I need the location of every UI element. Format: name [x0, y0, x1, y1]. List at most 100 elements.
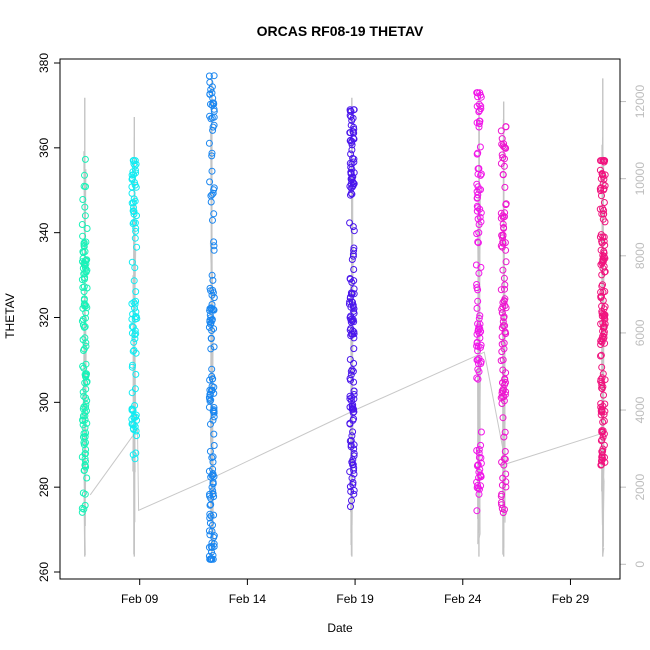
- data-point-rf10: [207, 334, 215, 342]
- x-tick-label: Feb 24: [444, 592, 482, 606]
- data-point-rf13: [497, 242, 505, 250]
- data-point-rf10: [210, 210, 218, 218]
- data-point-rf11: [348, 146, 356, 154]
- data-point-rf11: [347, 397, 355, 405]
- y-tick-label: 300: [37, 392, 51, 412]
- x-axis-label: Date: [327, 621, 353, 635]
- data-point-rf11: [346, 298, 354, 306]
- data-point-rf09: [131, 264, 139, 272]
- data-point-rf11: [349, 461, 357, 469]
- data-point-rf10: [209, 551, 217, 559]
- data-point-rf10: [206, 519, 214, 527]
- y-tick-label: 340: [37, 222, 51, 242]
- data-point-rf09: [132, 370, 140, 378]
- data-point-rf14: [598, 170, 606, 178]
- data-point-rf12: [473, 447, 481, 454]
- data-point-rf11: [350, 450, 358, 457]
- data-point-rf08: [82, 450, 89, 458]
- data-point-rf08: [79, 321, 87, 329]
- data-point-rf14: [599, 327, 607, 335]
- data-point-rf09: [129, 405, 137, 413]
- data-point-rf10: [208, 548, 215, 556]
- data-point-rf12: [473, 304, 481, 312]
- data-point-rf10: [208, 365, 216, 373]
- data-point-rf08: [81, 462, 89, 469]
- data-point-rf14: [599, 433, 607, 441]
- data-point-rf14: [599, 180, 607, 188]
- data-point-rf10: [207, 314, 215, 322]
- data-point-rf09: [130, 277, 138, 285]
- data-point-rf14: [597, 261, 605, 269]
- x-tick-label: Feb 09: [121, 592, 159, 606]
- data-point-rf13: [499, 509, 507, 517]
- data-point-rf10: [208, 375, 216, 383]
- data-point-rf12: [473, 194, 481, 202]
- data-point-rf13: [502, 201, 510, 209]
- data-point-rf11: [350, 129, 358, 137]
- data-point-rf09: [128, 329, 136, 337]
- data-point-rf08: [80, 345, 88, 353]
- data-point-rf14: [598, 384, 606, 392]
- data-point-rf09: [132, 183, 140, 191]
- data-point-rf14: [600, 334, 608, 341]
- data-point-rf13: [500, 397, 508, 405]
- data-point-rf12: [477, 209, 485, 217]
- data-point-rf09: [131, 162, 139, 170]
- data-point-rf11: [346, 182, 354, 190]
- data-point-rf12: [474, 239, 482, 247]
- data-point-rf11: [347, 371, 355, 379]
- data-point-rf12: [475, 355, 483, 362]
- data-point-rf11: [349, 154, 357, 162]
- data-point-rf10: [208, 301, 216, 308]
- data-point-rf10: [207, 198, 215, 206]
- data-point-rf12: [474, 238, 482, 246]
- data-point-rf08: [82, 403, 90, 411]
- data-point-rf12: [476, 320, 484, 328]
- data-point-rf13: [500, 313, 508, 321]
- data-point-rf14: [597, 408, 605, 416]
- data-point-rf13: [502, 470, 510, 478]
- data-point-rf14: [599, 264, 607, 272]
- data-point-rf08: [81, 490, 89, 498]
- data-point-rf11: [347, 488, 355, 495]
- data-point-rf08: [82, 309, 90, 317]
- data-point-rf11: [346, 137, 354, 145]
- data-point-rf09: [128, 300, 136, 308]
- data-point-rf12: [474, 485, 482, 492]
- x-tick-label: Feb 29: [552, 592, 590, 606]
- data-point-rf10: [210, 242, 218, 250]
- data-point-rf08: [82, 264, 89, 272]
- data-point-rf14: [601, 314, 608, 322]
- data-point-rf11: [350, 227, 358, 235]
- secondary-tick-label: 2000: [633, 473, 647, 500]
- data-point-rf08: [83, 397, 91, 405]
- data-point-rf11: [346, 107, 354, 115]
- data-point-rf10: [206, 178, 214, 186]
- data-point-rf11: [348, 432, 356, 440]
- data-point-rf08: [79, 336, 87, 344]
- data-point-rf09: [133, 432, 140, 440]
- data-point-rf11: [350, 391, 358, 398]
- data-point-rf10: [206, 78, 214, 86]
- data-point-rf13: [501, 295, 509, 303]
- data-point-rf14: [600, 199, 608, 206]
- data-point-rf13: [500, 140, 508, 148]
- data-point-rf12: [475, 269, 483, 277]
- data-point-rf13: [501, 183, 509, 191]
- data-point-rf11: [346, 420, 354, 428]
- data-point-rf13: [501, 448, 509, 455]
- data-point-rf08: [83, 378, 91, 386]
- data-point-rf12: [475, 329, 483, 337]
- data-point-rf10: [206, 284, 214, 292]
- data-point-rf09: [130, 421, 138, 429]
- data-point-rf12: [476, 107, 483, 115]
- data-point-rf10: [206, 318, 214, 326]
- data-point-rf11: [347, 163, 355, 171]
- data-point-rf12: [477, 441, 485, 449]
- data-point-rf13: [501, 428, 509, 436]
- axes-layer: 260 280 300 320 340 360 380 Feb 09 Feb 14 Feb 19 F…: [37, 53, 647, 606]
- data-point-rf08: [81, 466, 88, 474]
- data-point-rf09: [131, 455, 139, 463]
- data-point-rf12: [473, 281, 481, 288]
- data-point-rf13: [500, 433, 508, 441]
